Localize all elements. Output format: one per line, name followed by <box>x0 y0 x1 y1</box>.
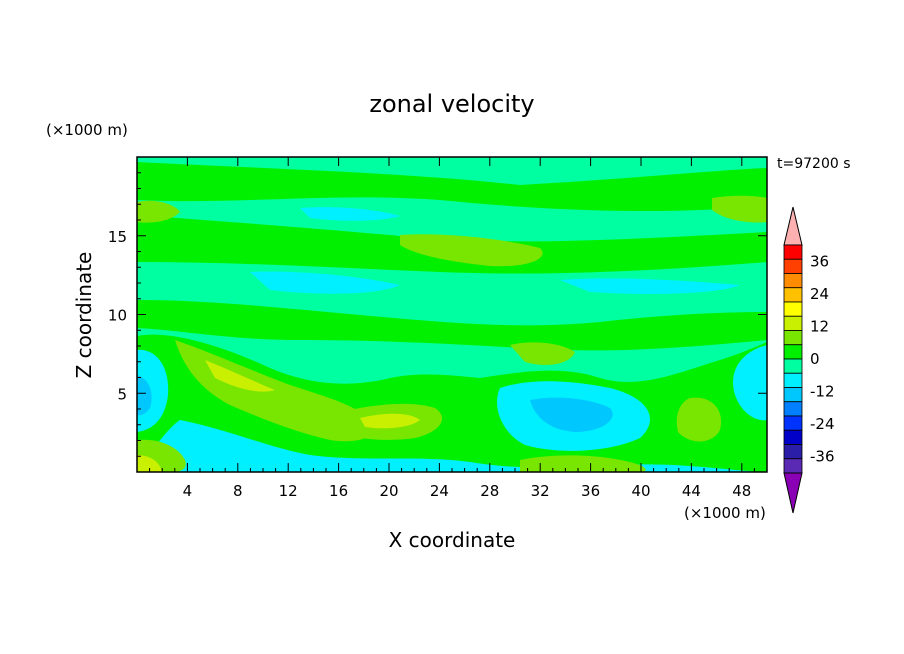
velocity-contour-band <box>560 278 740 294</box>
velocity-contour-band <box>712 195 767 223</box>
colorbar-swatch <box>783 387 803 403</box>
colorbar-label: 0 <box>810 350 820 368</box>
velocity-contour-band <box>400 234 543 267</box>
colorbar: -36 -24 -12 0 12 24 36 <box>783 206 835 514</box>
x-unit-label: (×1000 m) <box>684 504 766 522</box>
colorbar-swatch <box>783 344 803 360</box>
colorbar-swatch <box>783 358 803 374</box>
velocity-contour-band <box>530 397 613 432</box>
velocity-contour-band <box>137 162 767 212</box>
colorbar-swatch <box>783 258 803 274</box>
colorbar-label: 24 <box>810 285 829 303</box>
chart-title: zonal velocity <box>369 90 534 118</box>
velocity-contour-band <box>360 413 420 429</box>
x-tick-label: 48 <box>732 482 751 500</box>
x-tick-label: 20 <box>379 482 398 500</box>
time-label: t=97200 s <box>777 156 851 172</box>
colorbar-label: -24 <box>810 415 835 433</box>
x-axis-ticks: 4 8 12 16 20 24 28 32 36 40 44 48 <box>149 157 755 500</box>
velocity-contour-band <box>250 271 400 294</box>
velocity-contour-band <box>510 342 575 365</box>
y-axis-label: Z coordinate <box>72 252 96 379</box>
colorbar-swatch <box>783 301 803 317</box>
velocity-contour-band <box>175 340 375 442</box>
colorbar-swatch <box>783 444 803 460</box>
velocity-contour-band <box>300 207 400 221</box>
velocity-contour-band <box>137 455 162 472</box>
plot-area <box>137 157 767 472</box>
x-tick-label: 40 <box>631 482 650 500</box>
colorbar-swatch <box>783 330 803 346</box>
x-tick-label: 8 <box>233 482 243 500</box>
velocity-contour-band <box>676 397 722 442</box>
y-tick-label: 10 <box>108 307 127 325</box>
x-axis-label: X coordinate <box>389 528 516 552</box>
velocity-contour-band <box>137 300 767 351</box>
colorbar-label: 12 <box>810 317 829 335</box>
velocity-bands <box>137 162 767 472</box>
y-axis-ticks: 5 10 15 <box>108 172 767 457</box>
velocity-contour-band <box>520 455 646 472</box>
colorbar-swatch <box>783 429 803 445</box>
x-tick-label: 28 <box>480 482 499 500</box>
colorbar-swatch <box>783 287 803 303</box>
y-tick-label: 15 <box>108 228 127 246</box>
colorbar-swatch <box>783 401 803 417</box>
velocity-contour-band <box>137 375 152 416</box>
velocity-contour-band <box>733 345 767 421</box>
y-unit-label: (×1000 m) <box>46 121 128 139</box>
x-tick-label: 32 <box>531 482 550 500</box>
colorbar-label: -36 <box>810 448 835 466</box>
colorbar-swatch <box>783 372 803 388</box>
colorbar-label: -12 <box>810 383 835 401</box>
colorbar-swatch <box>783 315 803 331</box>
colorbar-swatch <box>783 458 803 474</box>
y-tick-label: 5 <box>117 385 127 403</box>
x-tick-label: 16 <box>329 482 348 500</box>
x-tick-label: 4 <box>183 482 193 500</box>
velocity-contour-band <box>137 200 180 223</box>
x-tick-label: 12 <box>279 482 298 500</box>
colorbar-extend-max <box>783 206 803 246</box>
colorbar-extend-min <box>783 472 803 514</box>
velocity-contour-band <box>205 360 275 392</box>
x-tick-label: 44 <box>682 482 701 500</box>
velocity-contour-band <box>137 420 767 472</box>
colorbar-swatch <box>783 273 803 289</box>
colorbar-swatch <box>783 415 803 431</box>
colorbar-label: 36 <box>810 252 829 270</box>
colorbar-swatch <box>783 244 803 260</box>
x-tick-label: 24 <box>430 482 449 500</box>
x-tick-label: 36 <box>581 482 600 500</box>
